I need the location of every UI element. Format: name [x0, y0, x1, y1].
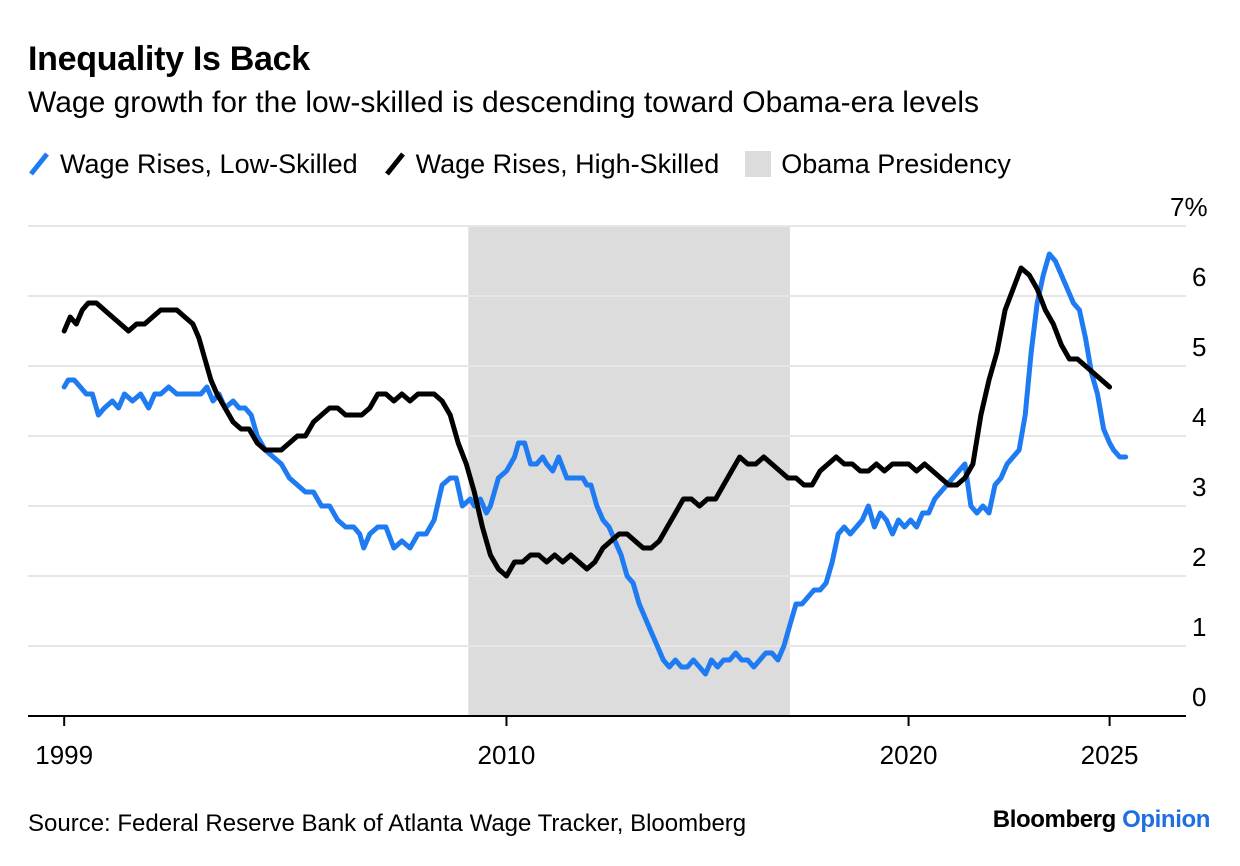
- chart-subtitle: Wage growth for the low-skilled is desce…: [28, 86, 979, 119]
- legend-item-obama-presidency: Obama Presidency: [745, 149, 1011, 180]
- legend-swatch-obama-presidency: [745, 151, 772, 177]
- legend-swatch-high-skilled: [384, 152, 405, 176]
- y-tick-label-6: 6: [1192, 262, 1206, 292]
- legend-item-high-skilled: Wage Rises, High-Skilled: [384, 148, 720, 180]
- series-line-low-skilled: [61, 251, 1129, 677]
- x-tick-label-1999: 1999: [35, 740, 93, 770]
- legend-label-low-skilled: Wage Rises, Low-Skilled: [60, 148, 358, 179]
- legend-label-obama-presidency: Obama Presidency: [781, 148, 1011, 179]
- x-axis: [28, 715, 1186, 726]
- series-line-high-skilled: [61, 265, 1113, 579]
- legend-swatch-low-skilled: [29, 152, 49, 176]
- brand-name: Bloomberg: [992, 806, 1116, 833]
- y-tick-label-2: 2: [1192, 542, 1206, 572]
- y-tick-label-4: 4: [1192, 402, 1206, 432]
- y-tick-label-7: 7%: [1170, 192, 1208, 222]
- series-lines: [61, 251, 1129, 677]
- chart-legend: Wage Rises, Low-Skilled Wage Rises, High…: [28, 146, 1037, 182]
- brand-section: Opinion: [1122, 806, 1210, 833]
- y-tick-label-1: 1: [1192, 612, 1206, 642]
- x-tick-label-2025: 2025: [1081, 740, 1139, 770]
- y-tick-label-5: 5: [1192, 332, 1206, 362]
- x-tick-label-2020: 2020: [880, 740, 938, 770]
- obama-presidency-shade: [468, 226, 790, 716]
- legend-item-low-skilled: Wage Rises, Low-Skilled: [28, 149, 358, 180]
- y-tick-label-0: 0: [1192, 682, 1206, 712]
- y-tick-label-3: 3: [1192, 472, 1206, 502]
- shade-layer: [468, 226, 790, 716]
- chart-title: Inequality Is Back: [28, 40, 310, 78]
- x-tick-label-2010: 2010: [478, 740, 536, 770]
- source-note: Source: Federal Reserve Bank of Atlanta …: [28, 810, 747, 837]
- legend-label-high-skilled: Wage Rises, High-Skilled: [415, 148, 720, 179]
- y-axis-labels: 0 1 2 3 4 5 6 7%: [1170, 192, 1208, 712]
- x-axis-labels: 1999 2010 2020 2025: [35, 740, 1138, 770]
- brand-logo: Bloomberg Opinion: [992, 806, 1211, 834]
